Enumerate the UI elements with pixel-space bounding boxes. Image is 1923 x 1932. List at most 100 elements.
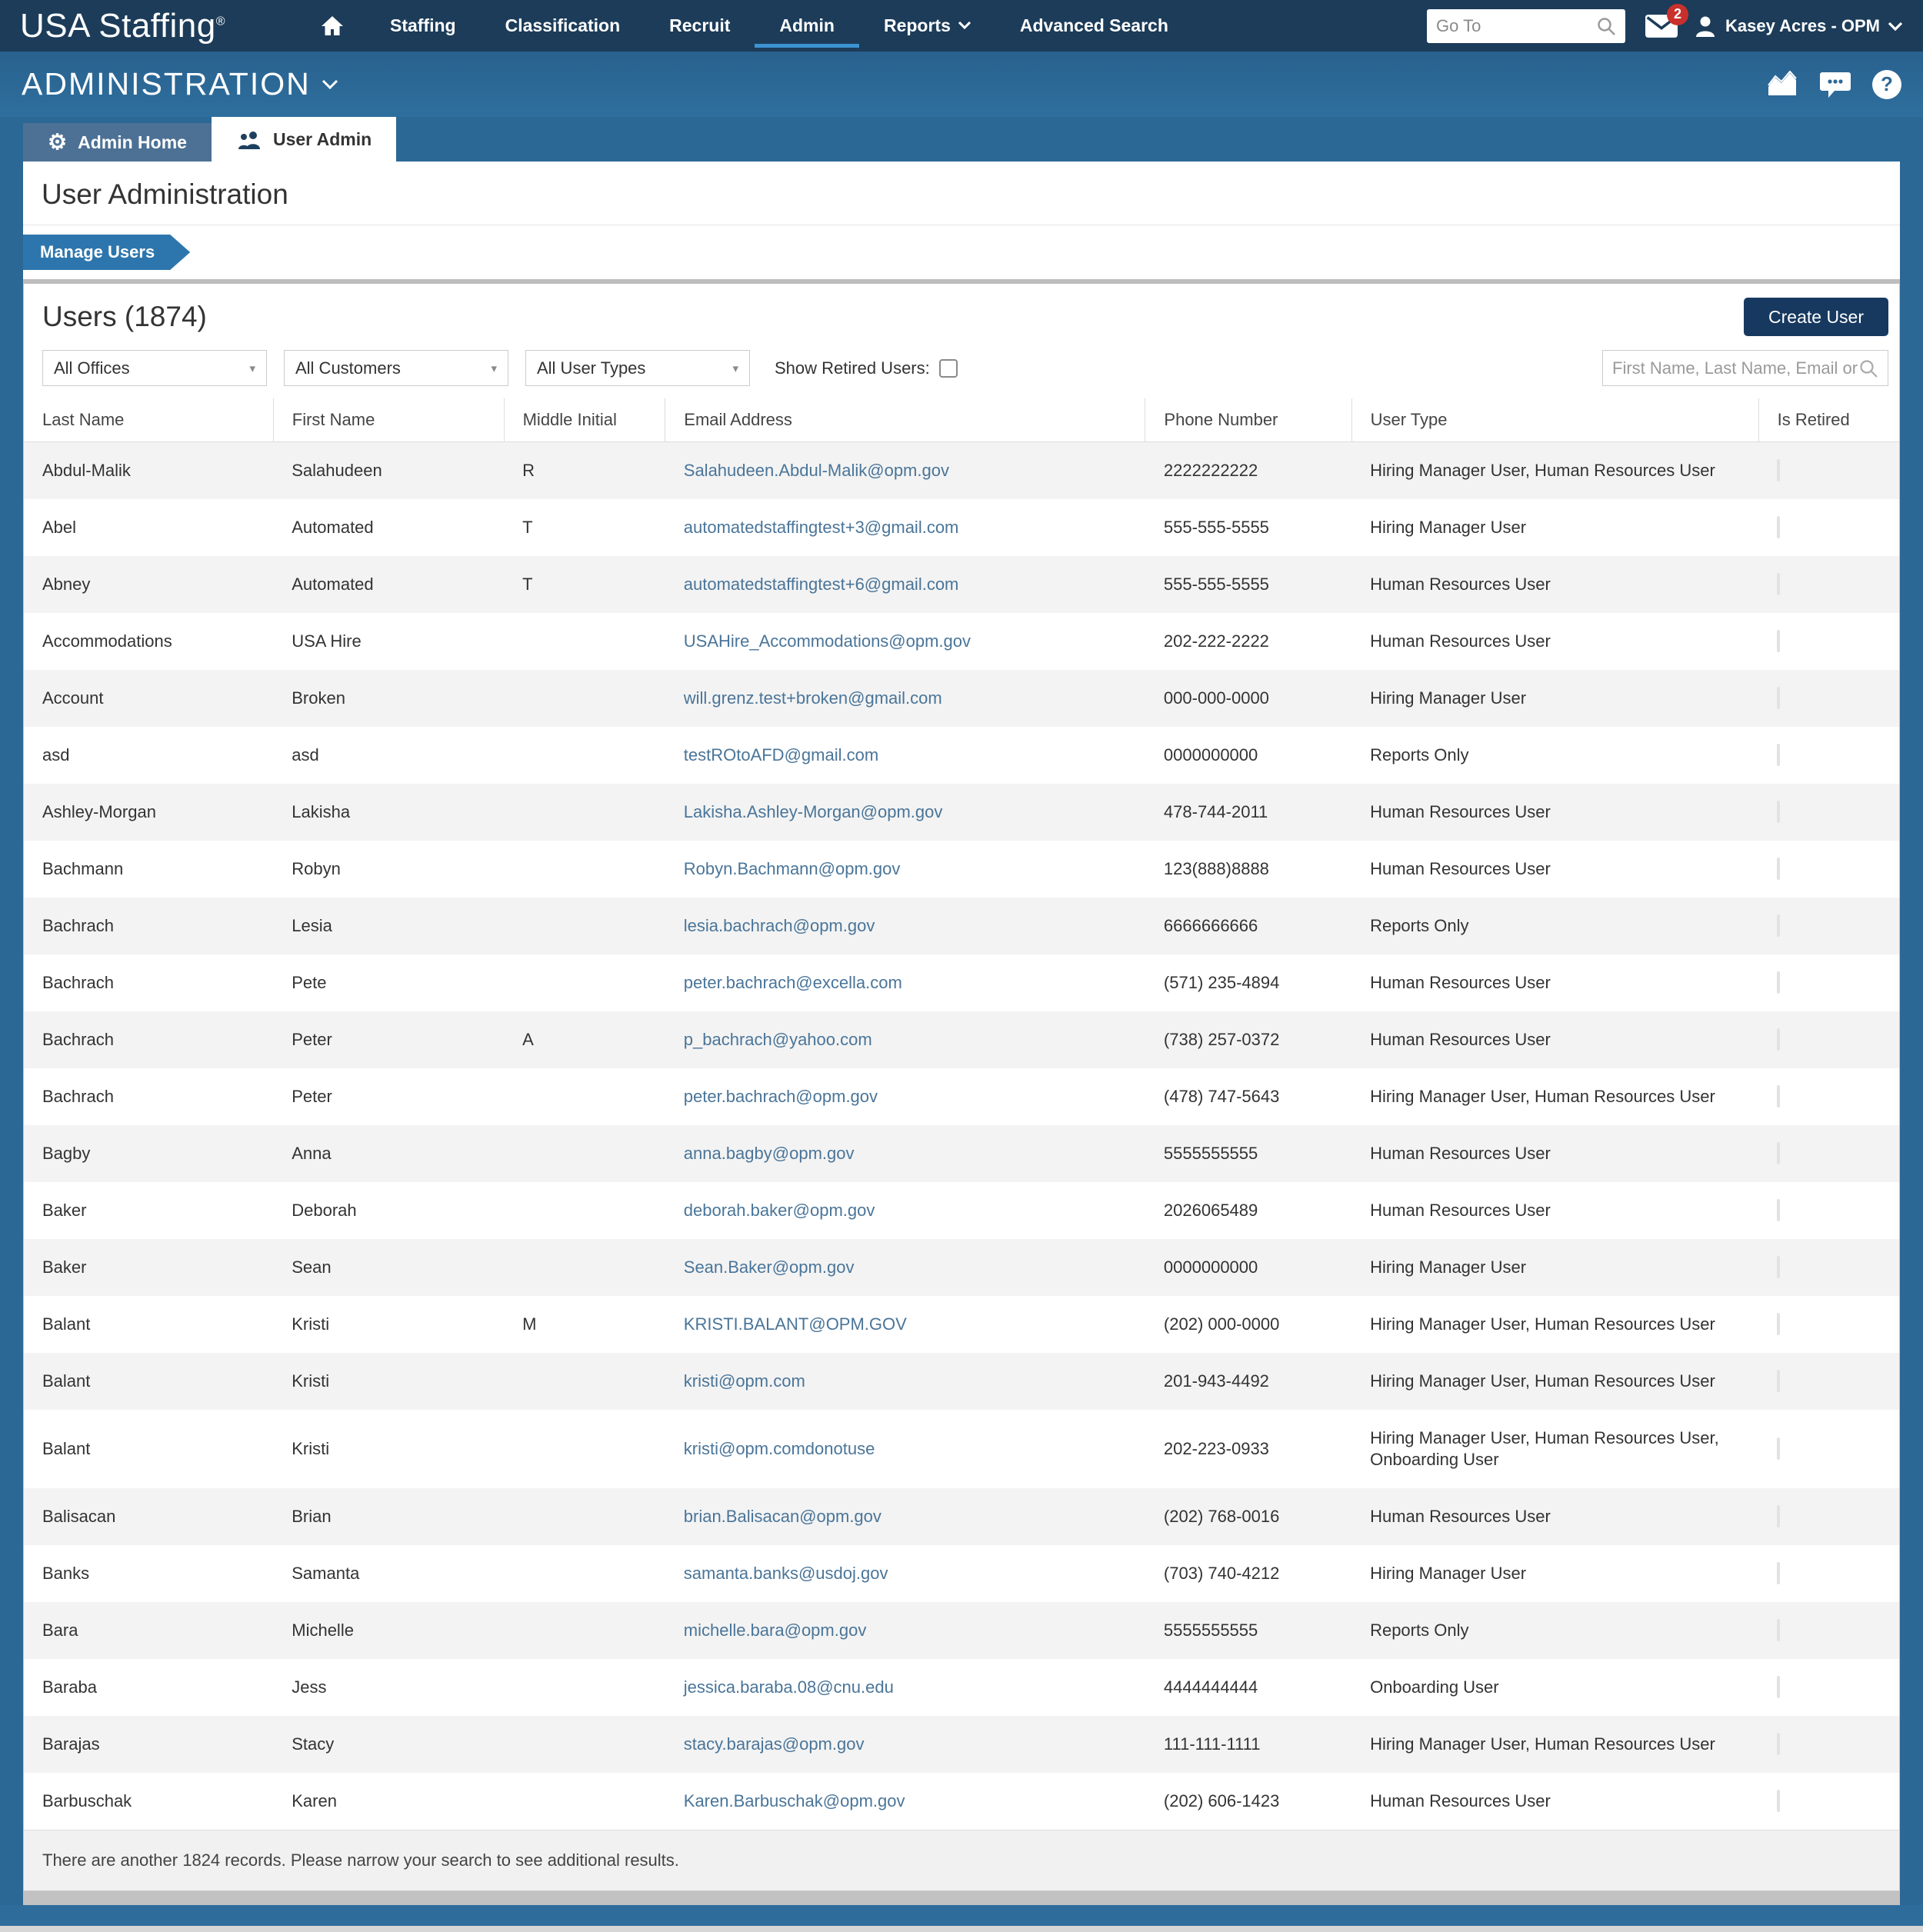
nav-item-admin[interactable]: Admin (755, 5, 859, 48)
email-link[interactable]: automatedstaffingtest+3@gmail.com (683, 518, 959, 537)
home-button[interactable] (299, 15, 365, 36)
user-row[interactable]: Baker Sean Sean.Baker@opm.gov 0000000000… (24, 1239, 1899, 1296)
email-link[interactable]: samanta.banks@usdoj.gov (683, 1564, 888, 1583)
feedback-icon[interactable] (1820, 70, 1851, 99)
user-row[interactable]: Barbuschak Karen Karen.Barbuschak@opm.go… (24, 1773, 1899, 1830)
user-row[interactable]: Bachrach Peter A p_bachrach@yahoo.com (7… (24, 1011, 1899, 1068)
tab-admin-home[interactable]: ⚙ Admin Home (23, 123, 212, 162)
user-type-cell: Human Resources User (1370, 1030, 1551, 1049)
email-link[interactable]: brian.Balisacan@opm.gov (683, 1507, 882, 1526)
is-retired-cell (1758, 1773, 1899, 1830)
show-retired-checkbox[interactable] (938, 358, 958, 378)
email-link[interactable]: testROtoAFD@gmail.com (683, 745, 879, 764)
chevron-down-icon: ▾ (249, 361, 255, 375)
email-cell: michelle.bara@opm.gov (665, 1602, 1145, 1659)
user-row[interactable]: Barajas Stacy stacy.barajas@opm.gov 111-… (24, 1716, 1899, 1773)
nav-item-reports[interactable]: Reports (859, 5, 995, 48)
user-row[interactable]: Baraba Jess jessica.baraba.08@cnu.edu 44… (24, 1659, 1899, 1716)
user-row[interactable]: Bara Michelle michelle.bara@opm.gov 5555… (24, 1602, 1899, 1659)
user-row[interactable]: Balant Kristi kristi@opm.comdonotuse 202… (24, 1410, 1899, 1488)
user-row[interactable]: Baker Deborah deborah.baker@opm.gov 2026… (24, 1182, 1899, 1239)
email-link[interactable]: peter.bachrach@opm.gov (683, 1087, 878, 1106)
phone-cell: 4444444444 (1163, 1677, 1258, 1697)
email-link[interactable]: jessica.baraba.08@cnu.edu (683, 1677, 894, 1697)
email-link[interactable]: anna.bagby@opm.gov (683, 1144, 855, 1163)
retired-checkbox (1777, 801, 1781, 823)
user-row[interactable]: Balisacan Brian brian.Balisacan@opm.gov … (24, 1488, 1899, 1545)
analytics-icon[interactable] (1766, 70, 1798, 98)
filters-row: All Offices ▾ All Customers ▾ All User T… (24, 342, 1899, 398)
messages-button[interactable]: 2 (1645, 3, 1689, 38)
email-link[interactable]: kristi@opm.comdonotuse (683, 1439, 875, 1458)
email-link[interactable]: Robyn.Bachmann@opm.gov (683, 859, 901, 878)
phone-cell: 0000000000 (1163, 1257, 1258, 1277)
email-link[interactable]: Lakisha.Ashley-Morgan@opm.gov (683, 802, 943, 821)
user-types-select[interactable]: All User Types ▾ (525, 350, 750, 386)
nav-item-advanced-search[interactable]: Advanced Search (1019, 15, 1168, 35)
last-name-cell: Abdul-Malik (42, 461, 131, 480)
users-table: Last Name First Name Middle Initial Emai… (24, 398, 1899, 1830)
phone-cell: 201-943-4492 (1163, 1371, 1269, 1391)
phone-cell: 000-000-0000 (1163, 688, 1269, 708)
user-row[interactable]: Bachrach Lesia lesia.bachrach@opm.gov 66… (24, 898, 1899, 954)
email-link[interactable]: USAHire_Accommodations@opm.gov (683, 631, 971, 651)
tab-user-admin[interactable]: User Admin (211, 117, 397, 162)
offices-select[interactable]: All Offices ▾ (42, 350, 267, 386)
search-icon[interactable] (1858, 358, 1878, 378)
help-icon[interactable]: ? (1872, 69, 1901, 99)
first-name-cell: Lakisha (292, 802, 351, 821)
user-row[interactable]: asd asd testROtoAFD@gmail.com 0000000000… (24, 727, 1899, 784)
user-row[interactable]: Abdul-Malik Salahudeen R Salahudeen.Abdu… (24, 441, 1899, 499)
user-row[interactable]: Balant Kristi M KRISTI.BALANT@OPM.GOV (2… (24, 1296, 1899, 1353)
create-user-button[interactable]: Create User (1744, 298, 1888, 336)
email-cell: KRISTI.BALANT@OPM.GOV (665, 1296, 1145, 1353)
user-type-cell: Human Resources User (1370, 1201, 1551, 1220)
middle-initial-cell (504, 1716, 665, 1773)
user-row[interactable]: Bagby Anna anna.bagby@opm.gov 5555555555… (24, 1125, 1899, 1182)
email-link[interactable]: Karen.Barbuschak@opm.gov (683, 1791, 905, 1810)
email-cell: automatedstaffingtest+6@gmail.com (665, 556, 1145, 613)
email-link[interactable]: Salahudeen.Abdul-Malik@opm.gov (683, 461, 949, 480)
email-link[interactable]: Sean.Baker@opm.gov (683, 1257, 855, 1277)
user-row[interactable]: Ashley-Morgan Lakisha Lakisha.Ashley-Mor… (24, 784, 1899, 841)
user-menu[interactable]: Kasey Acres - OPM (1693, 14, 1903, 38)
user-row[interactable]: Bachrach Peter peter.bachrach@opm.gov (4… (24, 1068, 1899, 1125)
nav-item-staffing[interactable]: Staffing (389, 15, 456, 35)
middle-initial-cell: T (522, 575, 533, 594)
search-icon[interactable] (1596, 16, 1616, 36)
first-name-cell: Pete (292, 973, 327, 992)
breadcrumb-manage-users[interactable]: Manage Users (23, 235, 190, 270)
retired-checkbox (1777, 1028, 1781, 1051)
user-row[interactable]: Balant Kristi kristi@opm.com 201-943-449… (24, 1353, 1899, 1410)
user-row[interactable]: Bachmann Robyn Robyn.Bachmann@opm.gov 12… (24, 841, 1899, 898)
email-link[interactable]: p_bachrach@yahoo.com (683, 1030, 872, 1049)
first-name-cell: Anna (292, 1144, 332, 1163)
email-link[interactable]: will.grenz.test+broken@gmail.com (683, 688, 942, 708)
user-row[interactable]: Banks Samanta samanta.banks@usdoj.gov (7… (24, 1545, 1899, 1602)
nav-item-recruit[interactable]: Recruit (669, 15, 731, 35)
email-link[interactable]: michelle.bara@opm.gov (683, 1621, 867, 1640)
email-link[interactable]: automatedstaffingtest+6@gmail.com (683, 575, 959, 594)
user-row[interactable]: Abney Automated T automatedstaffingtest+… (24, 556, 1899, 613)
user-search-input[interactable] (1612, 358, 1858, 378)
customers-select[interactable]: All Customers ▾ (284, 350, 508, 386)
email-link[interactable]: KRISTI.BALANT@OPM.GOV (683, 1314, 907, 1334)
email-link[interactable]: peter.bachrach@excella.com (683, 973, 902, 992)
nav-item-classification[interactable]: Classification (505, 15, 621, 35)
first-name-cell: Broken (292, 688, 345, 708)
user-row[interactable]: Bachrach Pete peter.bachrach@excella.com… (24, 954, 1899, 1011)
email-link[interactable]: lesia.bachrach@opm.gov (683, 916, 875, 935)
user-row[interactable]: Account Broken will.grenz.test+broken@gm… (24, 670, 1899, 727)
email-link[interactable]: kristi@opm.com (683, 1371, 805, 1391)
first-name-cell: USA Hire (292, 631, 362, 651)
email-link[interactable]: stacy.barajas@opm.gov (683, 1734, 865, 1754)
goto-input[interactable] (1436, 15, 1597, 36)
user-type-cell: Human Resources User (1370, 631, 1551, 651)
retired-checkbox (1777, 1142, 1781, 1164)
gear-icon: ⚙ (48, 130, 68, 154)
email-cell: automatedstaffingtest+3@gmail.com (665, 499, 1145, 556)
user-row[interactable]: Accommodations USA Hire USAHire_Accommod… (24, 613, 1899, 670)
user-row[interactable]: Abel Automated T automatedstaffingtest+3… (24, 499, 1899, 556)
email-link[interactable]: deborah.baker@opm.gov (683, 1201, 875, 1220)
administration-menu[interactable]: ADMINISTRATION (22, 66, 338, 102)
